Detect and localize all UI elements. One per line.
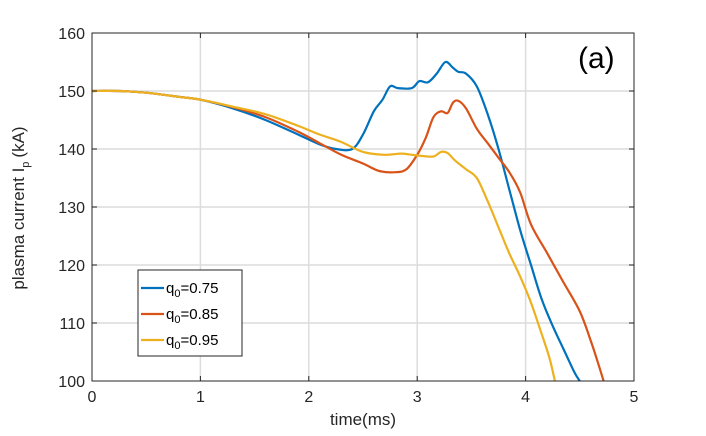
x-tick-label: 1: [196, 389, 205, 406]
legend-label-sub: 0: [174, 314, 180, 326]
legend-label-value: =0.85: [180, 306, 218, 323]
legend-label-value: =0.95: [180, 332, 218, 349]
y-tick-label: 120: [58, 258, 85, 275]
panel-label: (a): [578, 42, 615, 75]
axis-ticks: 0 1 2 3 4 5 100 110 120 130 140 150 160: [58, 26, 638, 406]
x-axis-label: time(ms): [330, 410, 396, 429]
legend-label-0: q0=0.75: [166, 280, 218, 300]
y-tick-label: 150: [58, 84, 85, 101]
y-tick-label: 140: [58, 142, 85, 159]
x-tick-label: 5: [630, 389, 639, 406]
legend-label-sub: 0: [174, 340, 180, 352]
legend-label-value: =0.75: [180, 280, 218, 297]
legend-label-sub: 0: [174, 288, 180, 300]
y-tick-label: 130: [58, 200, 85, 217]
y-axis-label: plasma current Ip (kA): [9, 126, 32, 289]
legend-label-2: q0=0.95: [166, 332, 218, 352]
series-line-0: [91, 60, 581, 382]
y-axis-label-sub: p: [20, 162, 32, 168]
y-axis-label-unit: (kA): [9, 126, 28, 157]
y-tick-label: 160: [58, 26, 85, 43]
series-line-2: [91, 89, 556, 382]
series-line-1: [91, 89, 605, 382]
legend-label-main: q: [166, 306, 174, 323]
series-layer: [91, 60, 605, 382]
y-tick-label: 100: [58, 374, 85, 391]
grid-lines: [92, 33, 634, 381]
x-tick-label: 0: [88, 389, 97, 406]
x-tick-label: 2: [304, 389, 313, 406]
y-axis-label-main: plasma current I: [9, 168, 28, 290]
y-tick-label: 110: [59, 316, 85, 333]
legend-label-main: q: [166, 280, 174, 297]
legend-label-main: q: [166, 332, 174, 349]
x-tick-label: 4: [521, 389, 530, 406]
x-tick-label: 3: [413, 389, 422, 406]
legend-label-1: q0=0.85: [166, 306, 218, 326]
